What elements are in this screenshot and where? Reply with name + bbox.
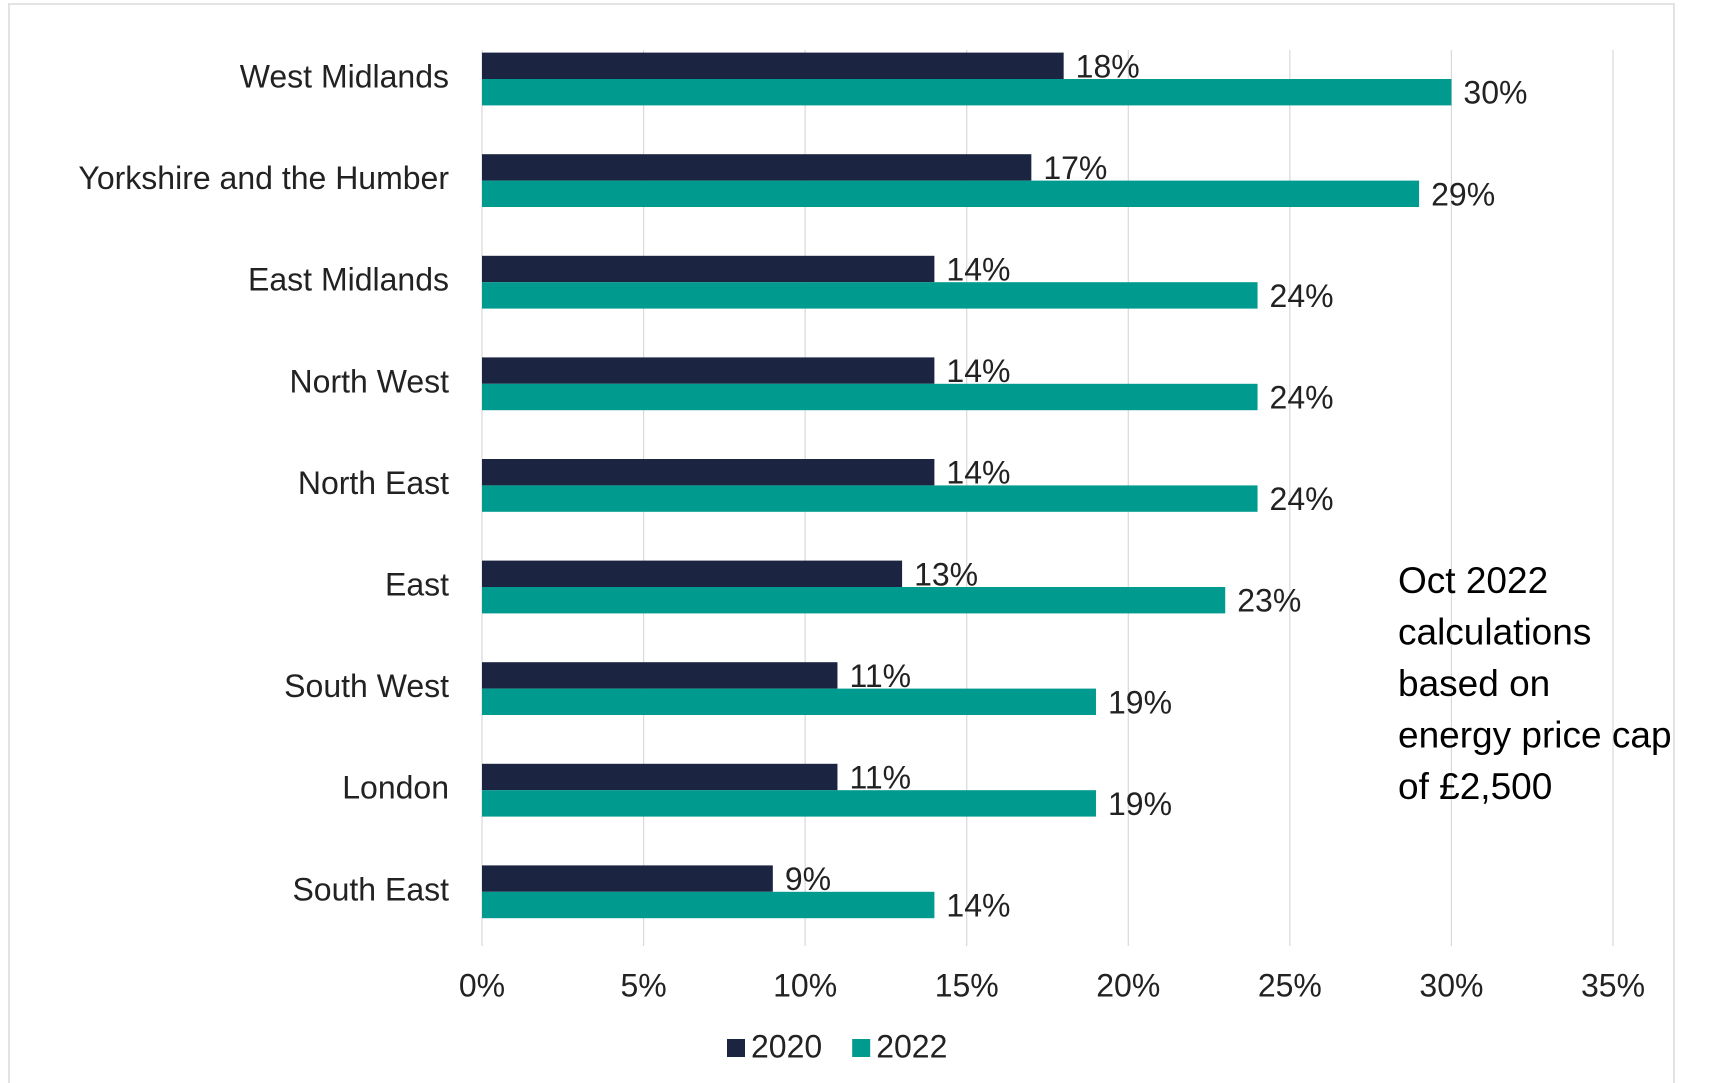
- data-label: 14%: [946, 455, 1010, 491]
- data-label: 13%: [914, 556, 978, 592]
- data-label: 24%: [1270, 278, 1334, 314]
- bar: [482, 79, 1452, 106]
- bar: [482, 587, 1226, 614]
- y-tick-label: West Midlands: [240, 58, 449, 94]
- data-label: 11%: [849, 759, 911, 795]
- y-tick-label: North East: [298, 465, 449, 501]
- bar: [482, 763, 838, 791]
- data-label: 14%: [946, 353, 1010, 389]
- x-tick-label: 25%: [1258, 967, 1322, 1003]
- data-label: 14%: [946, 887, 1010, 923]
- y-tick-label: East: [385, 566, 449, 602]
- x-tick-label: 15%: [935, 967, 999, 1003]
- bar: [482, 255, 935, 283]
- legend-label: 2020: [751, 1028, 822, 1064]
- y-tick-label: North West: [290, 363, 450, 399]
- bar: [482, 891, 935, 919]
- x-tick-label: 10%: [773, 967, 837, 1003]
- y-tick-label: South West: [284, 668, 449, 704]
- y-tick-label: South East: [292, 871, 449, 907]
- bar: [482, 383, 1258, 411]
- x-tick-label: 0%: [459, 967, 505, 1003]
- x-tick-label: 5%: [620, 967, 666, 1003]
- bar: [482, 560, 903, 587]
- data-label: 9%: [785, 861, 831, 897]
- annotation: Oct 2022: [1398, 560, 1548, 601]
- y-tick-label: Yorkshire and the Humber: [78, 160, 449, 196]
- x-tick-label: 35%: [1581, 967, 1645, 1003]
- legend-label: 2022: [876, 1028, 947, 1064]
- bar: [482, 154, 1032, 181]
- data-label: 23%: [1237, 583, 1301, 619]
- annotation: based on: [1398, 663, 1550, 704]
- legend-swatch: [852, 1039, 871, 1057]
- data-label: 24%: [1270, 379, 1334, 415]
- data-label: 19%: [1108, 684, 1172, 720]
- y-tick-label: London: [342, 770, 449, 806]
- data-label: 29%: [1431, 176, 1495, 212]
- data-label: 14%: [946, 251, 1010, 287]
- bar: [482, 52, 1064, 79]
- legend-swatch: [727, 1039, 745, 1057]
- bar: [482, 485, 1258, 512]
- bar: [482, 790, 1096, 817]
- data-label: 30%: [1463, 75, 1527, 111]
- bar: [482, 662, 838, 689]
- annotation: of £2,500: [1398, 766, 1552, 807]
- bar: [482, 357, 935, 384]
- data-label: 24%: [1270, 481, 1334, 517]
- bar: [482, 688, 1096, 715]
- data-label: 11%: [849, 658, 911, 694]
- bar: [482, 459, 935, 486]
- bar: [482, 282, 1258, 309]
- y-tick-label: East Midlands: [248, 262, 449, 298]
- x-tick-label: 20%: [1096, 967, 1160, 1003]
- frame: [8, 3, 1675, 1083]
- bar: [482, 180, 1420, 207]
- data-label: 18%: [1076, 48, 1140, 84]
- bar: [482, 865, 773, 892]
- data-label: 17%: [1043, 150, 1107, 186]
- annotation: energy price cap: [1398, 715, 1672, 756]
- annotation: calculations: [1398, 611, 1591, 652]
- x-tick-label: 30%: [1419, 967, 1483, 1003]
- data-label: 19%: [1108, 786, 1172, 822]
